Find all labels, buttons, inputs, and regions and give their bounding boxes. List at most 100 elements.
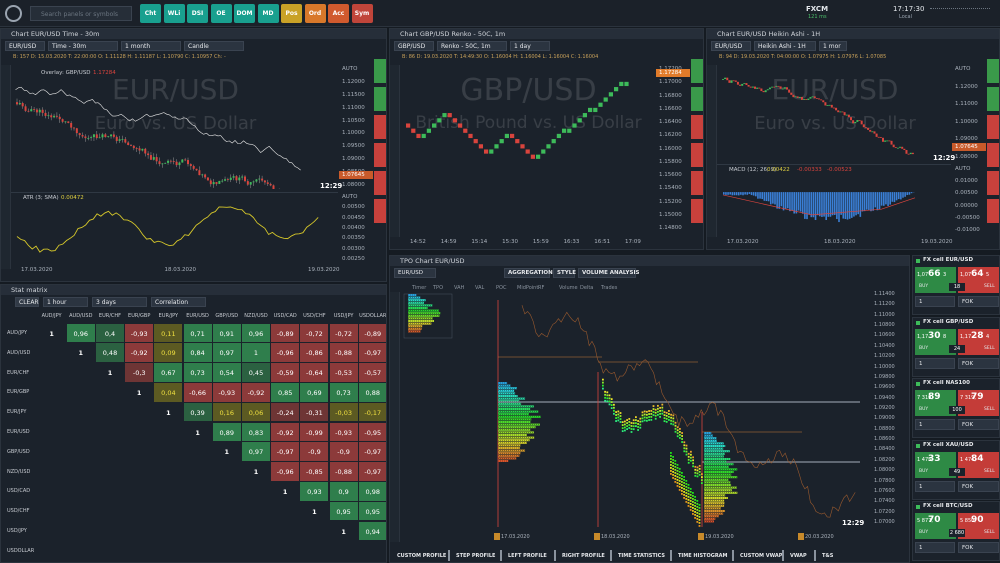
control-button[interactable]: VOLUME ANALYSIS xyxy=(578,268,639,278)
bottom-tab[interactable]: T&S xyxy=(814,550,834,561)
logo[interactable] xyxy=(5,5,22,22)
bottom-tab[interactable]: VWAP xyxy=(782,550,810,561)
renko-brick xyxy=(484,149,489,154)
bottom-tab[interactable]: CUSTOM VWAP xyxy=(732,550,782,561)
control-dropdown[interactable]: 1 mor xyxy=(819,41,847,51)
toolbar-button[interactable]: Acc xyxy=(328,4,349,23)
order-type[interactable]: FOK xyxy=(958,542,999,554)
bid-box[interactable]: 5 877, 70 BUY xyxy=(915,513,956,540)
candle-body xyxy=(232,176,235,178)
quick-trade-button[interactable] xyxy=(374,87,386,111)
bottom-tab[interactable]: TIME STATISTICS xyxy=(610,550,666,561)
quick-trade-button[interactable] xyxy=(374,143,386,167)
control-dropdown[interactable]: Time - 30m xyxy=(48,41,118,51)
bottom-tab[interactable]: CUSTOM PROFILE xyxy=(397,553,447,559)
control-dropdown[interactable]: Candle xyxy=(184,41,244,51)
tpo-dot xyxy=(637,423,639,425)
tpo-dot xyxy=(674,478,677,480)
quantity-input[interactable]: 1 xyxy=(915,357,955,369)
control-dropdown[interactable]: EUR/USD xyxy=(711,41,751,51)
heikin-candle xyxy=(886,140,889,142)
order-type[interactable]: FOK xyxy=(958,296,999,307)
toolbar-button[interactable]: Sym xyxy=(351,4,373,23)
bid-box[interactable]: 1 475, 33 BUY xyxy=(915,451,956,478)
heikin-candle xyxy=(856,120,859,122)
quick-trade-button[interactable] xyxy=(691,87,703,111)
quick-trade-button[interactable] xyxy=(691,199,703,223)
control-dropdown[interactable]: 1 hour xyxy=(43,297,88,307)
control-dropdown[interactable]: 1 day xyxy=(510,41,550,51)
control-dropdown[interactable]: CLEAR xyxy=(15,297,39,307)
control-dropdown[interactable]: GBP/USD xyxy=(394,41,434,51)
quick-trade-button[interactable] xyxy=(987,87,999,111)
control-button[interactable]: AGGREGATION xyxy=(504,268,553,278)
control-dropdown[interactable]: EUR/USD xyxy=(5,41,45,51)
macd-bar xyxy=(874,192,877,208)
macd-bar xyxy=(810,192,813,218)
price-axis-label: 1.08200 xyxy=(874,456,895,463)
bottom-tab[interactable]: TIME HISTOGRAM xyxy=(670,550,728,561)
window-icons[interactable] xyxy=(930,8,990,18)
quantity-input[interactable]: 1 xyxy=(915,419,955,431)
quantity-input[interactable]: 1 xyxy=(915,296,955,307)
tpo-dot xyxy=(613,403,615,406)
overlay-line xyxy=(35,92,39,95)
toolbar-button[interactable]: WLi xyxy=(163,4,185,23)
tpo-dot xyxy=(608,397,611,400)
control-dropdown[interactable]: Correlation xyxy=(151,297,206,307)
search-box[interactable]: Search panels or symbols xyxy=(30,6,132,21)
quick-trade-button[interactable] xyxy=(374,199,386,223)
indicator-value: -0.00333 xyxy=(797,167,822,173)
tpo-dot xyxy=(608,394,611,397)
quick-trade-button[interactable] xyxy=(987,171,999,195)
control-dropdown[interactable]: 3 days xyxy=(92,297,147,307)
quick-trade-button[interactable] xyxy=(691,143,703,167)
toolbar-button[interactable]: Pos xyxy=(281,4,302,23)
quick-trade-button[interactable] xyxy=(691,59,703,83)
bottom-tab[interactable]: STEP PROFILE xyxy=(448,550,496,561)
heikin-candle xyxy=(877,136,880,138)
renko-brick xyxy=(452,118,457,123)
quick-trade-button[interactable] xyxy=(691,171,703,195)
heikin-candle xyxy=(798,96,801,98)
control-dropdown[interactable]: Heikin Ashi - 1H xyxy=(754,41,816,51)
toolbar-button[interactable]: OE xyxy=(210,4,232,23)
renko-brick xyxy=(530,154,535,159)
toolbar-button[interactable]: DSI xyxy=(187,4,208,23)
toolbar-button[interactable]: MD xyxy=(257,4,279,23)
order-type[interactable]: FOK xyxy=(958,480,999,492)
quick-trade-button[interactable] xyxy=(374,171,386,195)
tpo-row xyxy=(498,460,509,462)
bottom-tab[interactable]: RIGHT PROFILE xyxy=(554,550,606,561)
time-axis-label: 19.03.2020 xyxy=(308,267,340,273)
control-button[interactable]: STYLE xyxy=(553,268,576,278)
control-dropdown[interactable]: 1 month xyxy=(121,41,181,51)
tpo-dot xyxy=(689,506,692,508)
price-axis-label: 1.08000 xyxy=(874,467,895,474)
toolbar-button[interactable]: Ord xyxy=(304,4,326,23)
overlay-line xyxy=(29,92,33,94)
control-button[interactable]: EUR/USD xyxy=(394,268,436,278)
quick-trade-button[interactable] xyxy=(987,199,999,223)
quantity-input[interactable]: 1 xyxy=(915,542,955,554)
toolbar-button[interactable]: Cht xyxy=(140,4,161,23)
quick-trade-button[interactable] xyxy=(691,115,703,139)
renko-brick xyxy=(577,118,582,123)
macd-bar xyxy=(861,192,864,212)
quick-trade-button[interactable] xyxy=(987,115,999,139)
control-dropdown[interactable]: Renko - 50C, 1m xyxy=(437,41,507,51)
candle-body xyxy=(209,180,212,185)
quick-trade-button[interactable] xyxy=(374,115,386,139)
quick-trade-button[interactable] xyxy=(374,59,386,83)
order-type[interactable]: FOK xyxy=(958,419,999,431)
quick-trade-button[interactable] xyxy=(987,59,999,83)
order-type[interactable]: FOK xyxy=(958,357,999,369)
bottom-tab[interactable]: LEFT PROFILE xyxy=(500,550,550,561)
toolbar-button[interactable]: DOM xyxy=(234,4,255,23)
tpo-dot xyxy=(683,488,685,490)
quick-trade-button[interactable] xyxy=(987,143,999,167)
quantity-input[interactable]: 1 xyxy=(915,480,955,492)
candle-body xyxy=(132,145,135,149)
tpo-row xyxy=(498,402,522,405)
price-big: 33 xyxy=(928,453,941,464)
